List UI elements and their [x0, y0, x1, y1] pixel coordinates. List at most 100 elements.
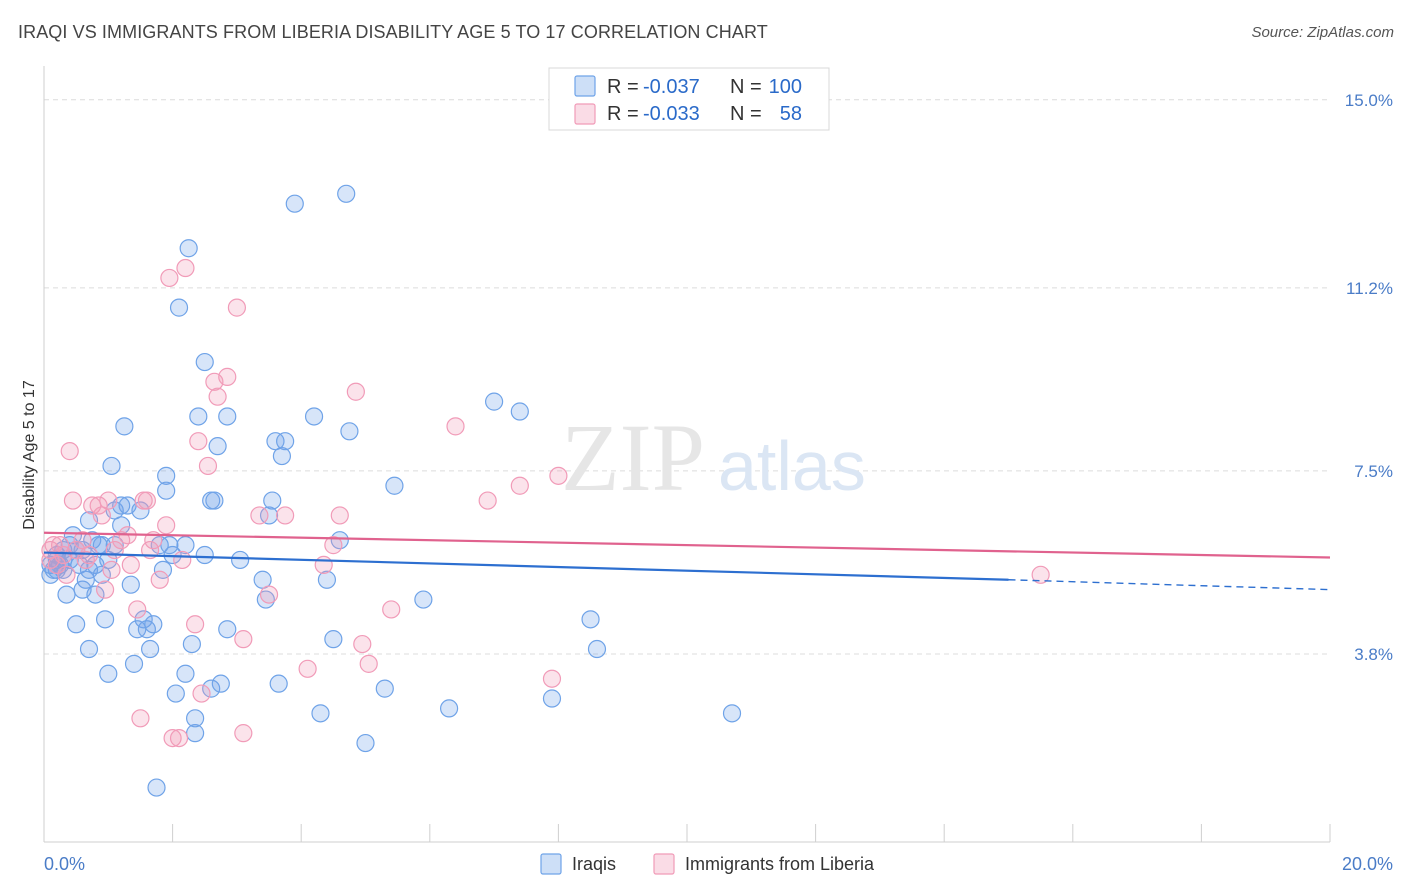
y-tick-labels: 3.8% 7.5% 11.2% 15.0% [1345, 91, 1393, 664]
watermark: ZIP atlas [561, 404, 866, 511]
trendlines [43, 531, 1331, 591]
legend-swatch-iraqis [574, 75, 596, 97]
point-liberia-14 [89, 496, 108, 515]
point-liberia-6 [57, 565, 76, 584]
point-iraqis-90 [439, 699, 459, 718]
point-iraqis-71 [256, 590, 275, 609]
trendline-iraqis [43, 551, 1009, 581]
bottom-legend-label-iraqis: Iraqis [572, 854, 616, 874]
point-liberia-59 [510, 476, 529, 495]
legend-r-label-1: R = [607, 76, 639, 98]
x-tick-label-0: 0.0% [44, 854, 85, 874]
point-iraqis-46 [153, 560, 173, 579]
point-iraqis-78 [285, 194, 304, 213]
point-iraqis-52 [169, 298, 189, 317]
point-liberia-61 [549, 466, 568, 485]
point-iraqis-79 [304, 407, 324, 426]
point-iraqis-48 [157, 481, 176, 500]
point-iraqis-64 [205, 491, 224, 510]
point-iraqis-21 [86, 585, 105, 604]
point-liberia-8 [63, 491, 83, 510]
point-liberia-23 [128, 600, 147, 619]
point-liberia-18 [102, 560, 121, 579]
point-liberia-22 [121, 555, 140, 575]
point-iraqis-72 [259, 506, 279, 525]
point-liberia-3 [47, 555, 66, 575]
point-liberia-57 [446, 417, 465, 436]
point-liberia-37 [189, 432, 208, 451]
point-iraqis-95 [587, 639, 607, 659]
x-tick-label-1: 20.0% [1342, 854, 1393, 874]
point-iraqis-75 [269, 674, 288, 693]
point-liberia-62 [1031, 565, 1050, 584]
point-liberia-26 [137, 491, 156, 510]
legend-n-value-2: 58 [780, 103, 802, 125]
point-liberia-54 [353, 634, 372, 654]
point-liberia-36 [186, 615, 205, 634]
legend-n-value-1: 100 [769, 76, 802, 98]
point-iraqis-99 [79, 560, 99, 579]
point-liberia-39 [198, 456, 218, 476]
legend-swatch-liberia [574, 103, 596, 125]
x-tick-labels: 0.0% 20.0% [44, 854, 1393, 874]
legend-n-label-2: N = [730, 103, 762, 125]
y-tick-label-3: 15.0% [1345, 91, 1393, 110]
point-liberia-11 [76, 550, 95, 570]
point-iraqis-28 [99, 664, 118, 683]
point-iraqis-40 [134, 610, 153, 629]
source-label: Source: ZipAtlas.com [1251, 24, 1394, 41]
point-iraqis-29 [102, 456, 121, 476]
y-axis-label: Disability Age 5 to 17 [21, 380, 38, 530]
point-iraqis-39 [131, 501, 150, 520]
point-iraqis-19 [79, 639, 99, 659]
point-iraqis-68 [218, 620, 237, 639]
top-legend: R = -0.037 N = 100 R = -0.033 N = 58 [548, 67, 830, 131]
point-liberia-38 [192, 684, 211, 703]
point-liberia-17 [99, 491, 118, 510]
axes [43, 66, 1331, 843]
watermark-zip: ZIP [561, 404, 705, 511]
point-iraqis-51 [166, 684, 185, 703]
point-liberia-24 [131, 709, 150, 728]
point-liberia-32 [163, 728, 182, 748]
point-iraqis-65 [208, 437, 227, 456]
point-iraqis-56 [182, 634, 201, 654]
point-iraqis-12 [67, 615, 86, 634]
point-iraqis-66 [211, 674, 230, 693]
point-iraqis-96 [722, 704, 742, 723]
point-iraqis-61 [195, 352, 214, 372]
point-iraqis-59 [189, 407, 208, 426]
point-iraqis-47 [157, 466, 176, 485]
point-liberia-55 [359, 654, 378, 673]
point-liberia-46 [250, 506, 269, 525]
trendline-iraqis-extension [1008, 579, 1331, 591]
point-iraqis-55 [179, 239, 198, 258]
point-iraqis-73 [263, 491, 282, 510]
point-liberia-43 [227, 298, 246, 317]
point-iraqis-80 [311, 704, 330, 723]
point-iraqis-93 [542, 689, 562, 708]
point-iraqis-69 [231, 550, 250, 570]
point-iraqis-91 [485, 392, 504, 411]
point-iraqis-86 [356, 733, 375, 753]
point-liberia-44 [234, 724, 253, 743]
point-iraqis-43 [144, 615, 163, 634]
point-iraqis-77 [276, 432, 295, 451]
legend-n-label-1: N = [730, 76, 762, 98]
point-liberia-33 [169, 728, 189, 748]
point-liberia-56 [382, 600, 401, 619]
point-iraqis-42 [140, 639, 160, 659]
point-iraqis-58 [186, 709, 205, 728]
point-liberia-60 [542, 669, 562, 688]
y-tick-label-2: 11.2% [1346, 279, 1393, 298]
point-iraqis-88 [385, 476, 404, 495]
point-iraqis-87 [375, 679, 394, 698]
point-liberia-58 [478, 491, 497, 510]
point-liberia-16 [95, 580, 115, 599]
bottom-legend-label-liberia: Immigrants from Liberia [685, 854, 875, 874]
series-liberia [41, 258, 1050, 748]
point-liberia-34 [173, 550, 192, 570]
legend-r-value-2: -0.033 [643, 103, 700, 125]
point-iraqis-11 [63, 526, 83, 545]
